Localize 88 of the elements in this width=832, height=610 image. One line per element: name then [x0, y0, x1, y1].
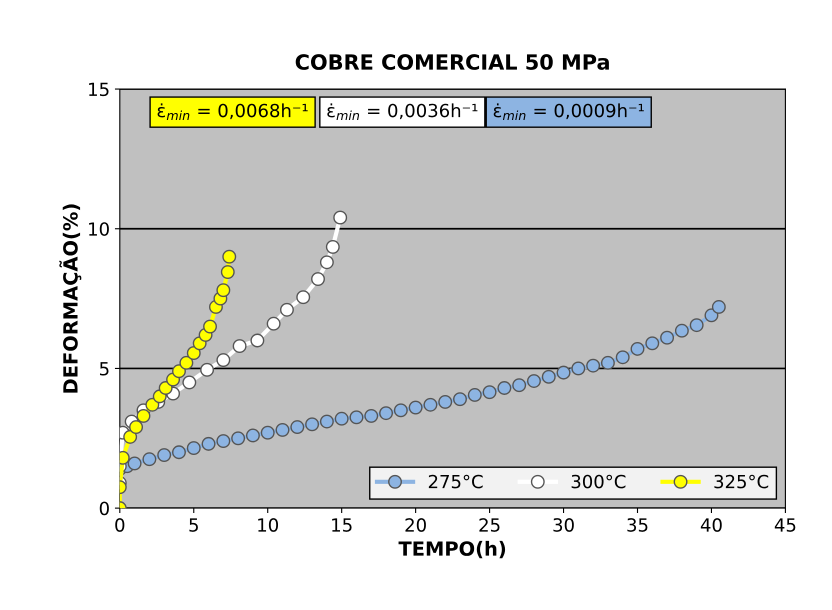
- point: [128, 456, 142, 470]
- point: [260, 426, 275, 440]
- point: [674, 324, 689, 338]
- legend-label: 275°C: [428, 474, 483, 488]
- point: [216, 434, 230, 448]
- x-tick-label: 15: [332, 518, 352, 532]
- annotation: ε̇$_{min}$ = 0,0068h⁻¹: [158, 103, 308, 120]
- legend-label: 325°C: [714, 474, 768, 488]
- point: [129, 420, 144, 434]
- point: [320, 414, 334, 428]
- point: [704, 308, 718, 322]
- x-tick-label: 25: [479, 518, 500, 532]
- point: [379, 406, 393, 420]
- point: [311, 272, 325, 286]
- point: [571, 361, 586, 376]
- point: [364, 408, 378, 423]
- point: [123, 430, 138, 444]
- point: [326, 240, 340, 254]
- y-tick-label: 15: [89, 82, 109, 96]
- x-tick-label: 30: [553, 518, 574, 532]
- point: [586, 358, 600, 373]
- y-tick-label: 10: [89, 222, 109, 236]
- point: [334, 412, 349, 426]
- x-tick-label: 5: [189, 518, 198, 532]
- point: [542, 370, 556, 384]
- x-axis-title: TEMPO(h): [398, 540, 506, 558]
- point: [660, 330, 674, 345]
- point: [179, 356, 194, 370]
- y-tick-label: 5: [100, 362, 109, 376]
- point: [280, 302, 294, 317]
- point: [350, 410, 364, 424]
- point: [246, 428, 260, 442]
- point: [320, 255, 334, 270]
- point: [220, 265, 235, 279]
- point: [158, 381, 173, 395]
- point: [186, 346, 201, 360]
- point: [266, 316, 281, 331]
- point: [296, 290, 310, 304]
- y-tick-label: 0: [100, 502, 109, 516]
- x-tick-label: 0: [115, 518, 124, 532]
- annotation: ε̇$_{min}$ = 0,0009h⁻¹: [494, 103, 644, 120]
- point: [157, 448, 172, 462]
- legend-label: 300°C: [572, 474, 626, 488]
- point: [216, 353, 230, 368]
- point: [423, 398, 438, 412]
- point: [556, 366, 570, 380]
- point: [438, 395, 452, 409]
- point: [600, 356, 615, 370]
- chart-title: COBRE COMERCIAL 50 MPa: [296, 54, 609, 70]
- point: [305, 417, 320, 432]
- point: [172, 445, 186, 460]
- point: [200, 362, 214, 377]
- point: [453, 392, 467, 406]
- x-tick-label: 45: [774, 518, 796, 532]
- point: [203, 320, 217, 334]
- point: [712, 300, 726, 314]
- point: [142, 452, 156, 466]
- point: [497, 381, 512, 395]
- annotation: ε̇$_{min}$ = 0,0036h⁻¹: [327, 103, 478, 120]
- point: [468, 388, 482, 402]
- x-tick-label: 10: [258, 518, 278, 532]
- point: [630, 342, 644, 356]
- point: [250, 334, 264, 348]
- point: [182, 375, 196, 390]
- point: [690, 318, 704, 332]
- point: [145, 398, 160, 412]
- point: [408, 400, 423, 414]
- x-tick-label: 20: [405, 518, 426, 532]
- point: [136, 408, 150, 423]
- point: [202, 436, 216, 451]
- point: [394, 403, 408, 418]
- point: [186, 441, 201, 456]
- point: [216, 283, 230, 298]
- point: [232, 339, 247, 354]
- point: [616, 350, 630, 364]
- x-tick-label: 40: [700, 518, 722, 532]
- point: [172, 364, 186, 378]
- point: [222, 250, 236, 264]
- y-axis-title: DEFORMAÇÃO(%): [59, 204, 82, 393]
- point: [512, 378, 526, 392]
- x-tick-label: 35: [627, 518, 648, 532]
- point: [231, 431, 246, 446]
- point: [276, 422, 290, 437]
- point: [482, 385, 497, 400]
- point: [645, 336, 660, 350]
- point: [333, 210, 348, 225]
- point: [290, 420, 304, 434]
- point: [527, 374, 541, 388]
